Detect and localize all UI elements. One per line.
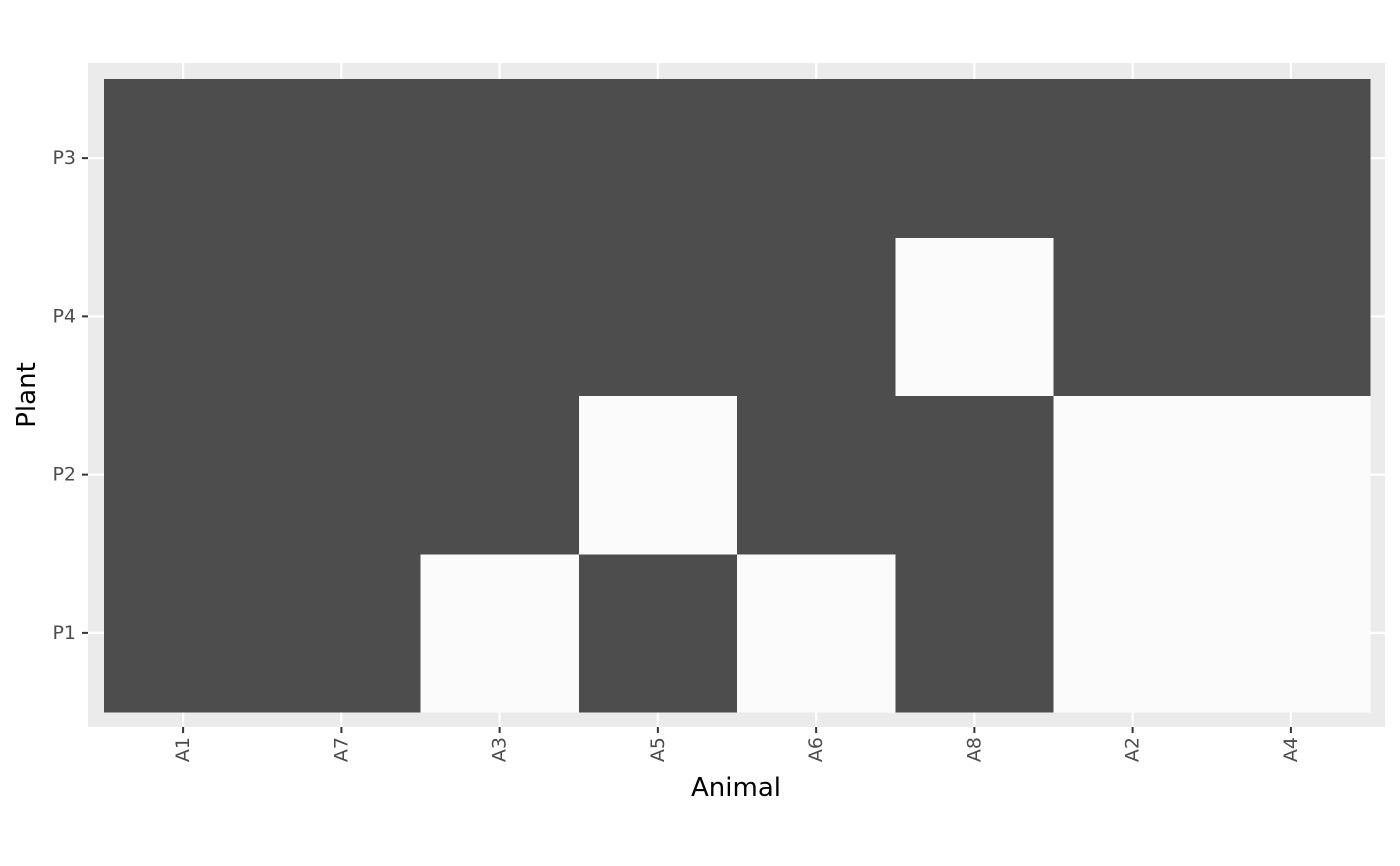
heatmap-tile bbox=[104, 237, 263, 396]
heatmap-tile bbox=[895, 79, 1054, 238]
heatmap-tiles bbox=[104, 79, 1371, 713]
heatmap-tile bbox=[578, 79, 738, 238]
heatmap-tile bbox=[104, 553, 263, 713]
y-tick-label: P4 bbox=[52, 305, 76, 327]
x-tick-label: A2 bbox=[1122, 737, 1144, 762]
heatmap-tile bbox=[895, 395, 1054, 555]
heatmap-tile bbox=[1211, 395, 1371, 555]
heatmap-tile bbox=[262, 237, 421, 396]
heatmap-tile bbox=[578, 237, 738, 396]
heatmap-tile bbox=[737, 79, 896, 238]
heatmap-tile bbox=[420, 79, 580, 238]
heatmap-tile bbox=[104, 79, 263, 238]
heatmap-tile bbox=[737, 237, 896, 396]
x-axis-title: Animal bbox=[691, 773, 781, 803]
heatmap-tile bbox=[1053, 79, 1213, 238]
x-tick-label: A5 bbox=[647, 737, 669, 762]
heatmap-tile bbox=[262, 79, 421, 238]
x-tick-label: A1 bbox=[172, 737, 194, 762]
heatmap-tile bbox=[420, 395, 580, 555]
heatmap-tile bbox=[578, 553, 738, 713]
x-axis-ticks: A1 A7 A3 A5 A6 A8 A2 A4 bbox=[172, 727, 1302, 762]
heatmap-tile bbox=[104, 395, 263, 555]
heatmap-tile bbox=[262, 553, 421, 713]
heatmap-tile bbox=[895, 553, 1054, 713]
x-tick-label: A7 bbox=[330, 737, 352, 762]
heatmap-tile bbox=[737, 395, 896, 555]
heatmap-tile bbox=[1053, 553, 1213, 713]
heatmap-tile bbox=[1211, 79, 1371, 238]
x-tick-label: A8 bbox=[963, 737, 985, 762]
y-tick-label: P3 bbox=[52, 147, 76, 169]
heatmap-tile bbox=[1211, 237, 1371, 396]
heatmap-tile bbox=[262, 395, 421, 555]
heatmap-tile bbox=[1211, 553, 1371, 713]
y-axis-title: Plant bbox=[12, 362, 42, 428]
heatmap-tile bbox=[578, 395, 738, 555]
heatmap-tile bbox=[737, 553, 896, 713]
heatmap-tile bbox=[1053, 237, 1213, 396]
y-tick-label: P2 bbox=[52, 464, 76, 486]
x-tick-label: A3 bbox=[489, 737, 511, 762]
x-tick-label: A4 bbox=[1280, 737, 1302, 762]
x-tick-label: A6 bbox=[805, 737, 827, 762]
heatmap-tile bbox=[420, 553, 580, 713]
y-axis-ticks: P1 P2 P4 P3 bbox=[52, 147, 88, 644]
heatmap-tile bbox=[895, 237, 1054, 396]
heatmap-tile bbox=[420, 237, 580, 396]
y-tick-label: P1 bbox=[52, 622, 76, 644]
heatmap-tile bbox=[1053, 395, 1213, 555]
